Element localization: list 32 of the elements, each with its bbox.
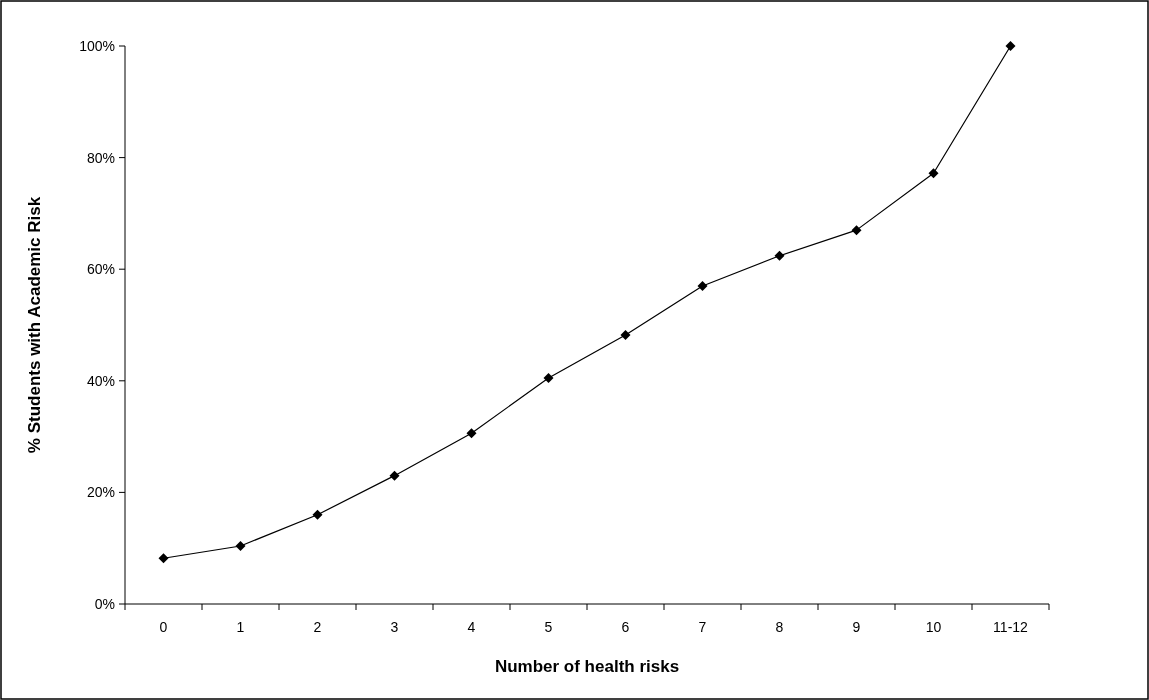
x-tick-label: 7 (698, 619, 707, 635)
y-axis-title: % Students with Academic Risk (25, 196, 44, 454)
x-tick-label: 10 (925, 619, 942, 635)
y-tick-label: 100% (79, 37, 115, 54)
point (389, 470, 400, 481)
x-tick-label: 6 (621, 619, 630, 635)
point (851, 225, 862, 236)
y-tick-label: 20% (86, 484, 115, 501)
y-tick-label: 60% (86, 261, 115, 278)
point (235, 540, 246, 551)
point (774, 250, 785, 261)
x-axis-title: Number of health risks (494, 657, 680, 676)
x-tick-label: 3 (390, 619, 399, 635)
x-tick-label: 2 (313, 619, 322, 635)
x-tick-label: 11-12 (993, 619, 1029, 635)
x-tick-label: 9 (852, 619, 861, 635)
x-tick-label: 4 (467, 619, 476, 635)
point (158, 553, 169, 564)
x-tick-label: 8 (775, 619, 784, 635)
point (312, 509, 323, 520)
x-tick-label: 0 (159, 619, 168, 635)
point (543, 373, 554, 384)
point (697, 280, 708, 291)
x-tick-label: 5 (544, 619, 553, 635)
y-tick-label: 0% (94, 595, 115, 612)
point (466, 428, 477, 439)
point (1005, 41, 1016, 51)
y-tick-label: 80% (86, 149, 115, 166)
point (928, 168, 939, 179)
x-tick-label: 1 (236, 619, 245, 635)
y-tick-label: 40% (86, 372, 115, 389)
point (620, 330, 631, 341)
